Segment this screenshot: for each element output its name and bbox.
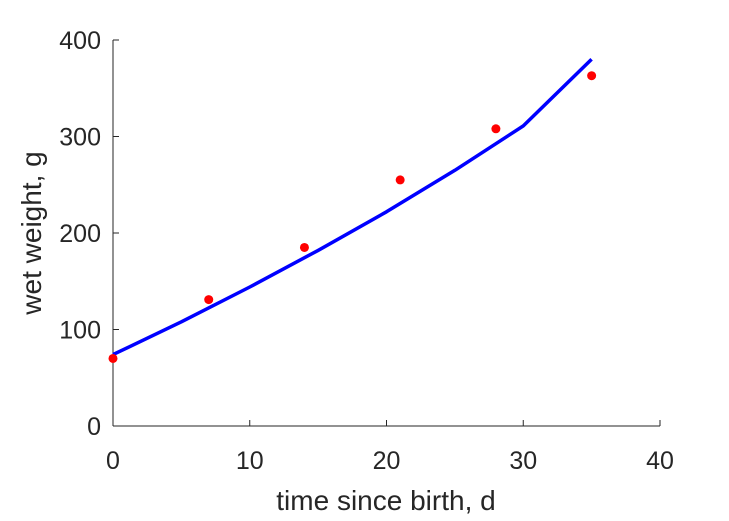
- x-axis-label: time since birth, d: [276, 485, 495, 516]
- x-tick-label: 30: [509, 447, 537, 475]
- data-point: [395, 175, 405, 185]
- data-point: [299, 242, 309, 252]
- x-tick-label: 20: [373, 447, 401, 475]
- axes: [112, 40, 660, 427]
- y-tick-label: 200: [59, 220, 101, 248]
- data-point: [491, 124, 501, 134]
- fit-curve-line: [112, 58, 593, 357]
- y-axis-label: wet weight, g: [16, 151, 47, 315]
- y-tick-label: 300: [59, 124, 101, 152]
- y-tick-label: 100: [59, 317, 101, 345]
- x-tick-label: 0: [106, 447, 120, 475]
- data-point: [587, 71, 597, 81]
- x-tick-label: 40: [646, 447, 674, 475]
- y-tick-label: 400: [59, 27, 101, 55]
- data-point: [108, 353, 118, 363]
- x-tick-label: 10: [236, 447, 264, 475]
- data-point: [204, 295, 214, 305]
- series-layer: [108, 58, 597, 363]
- y-tick-label: 0: [87, 413, 101, 441]
